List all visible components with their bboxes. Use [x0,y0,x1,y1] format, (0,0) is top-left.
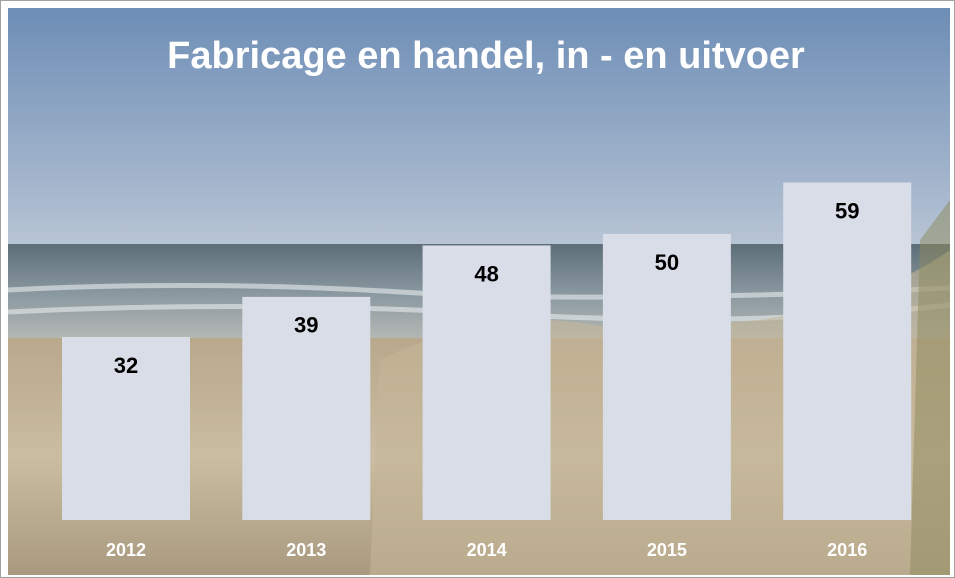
data-label: 39 [294,313,318,338]
page: {"chart_data": {"type": "bar", "title": … [0,0,955,578]
data-label: 48 [474,261,498,286]
chart-title: Fabricage en handel, in - en uitvoer [167,35,805,77]
x-tick-label: 2013 [286,540,326,560]
x-tick-label: 2014 [467,540,507,560]
data-label: 32 [114,353,138,378]
x-tick-label: 2012 [106,540,146,560]
bar [783,183,911,520]
bar [603,234,731,520]
x-tick-label: 2015 [647,540,687,560]
data-label: 59 [835,198,859,223]
x-tick-label: 2016 [827,540,867,560]
data-label: 50 [655,250,679,275]
chart: Fabricage en handel, in - en uitvoer 32 2… [0,0,955,578]
bar [423,245,551,520]
